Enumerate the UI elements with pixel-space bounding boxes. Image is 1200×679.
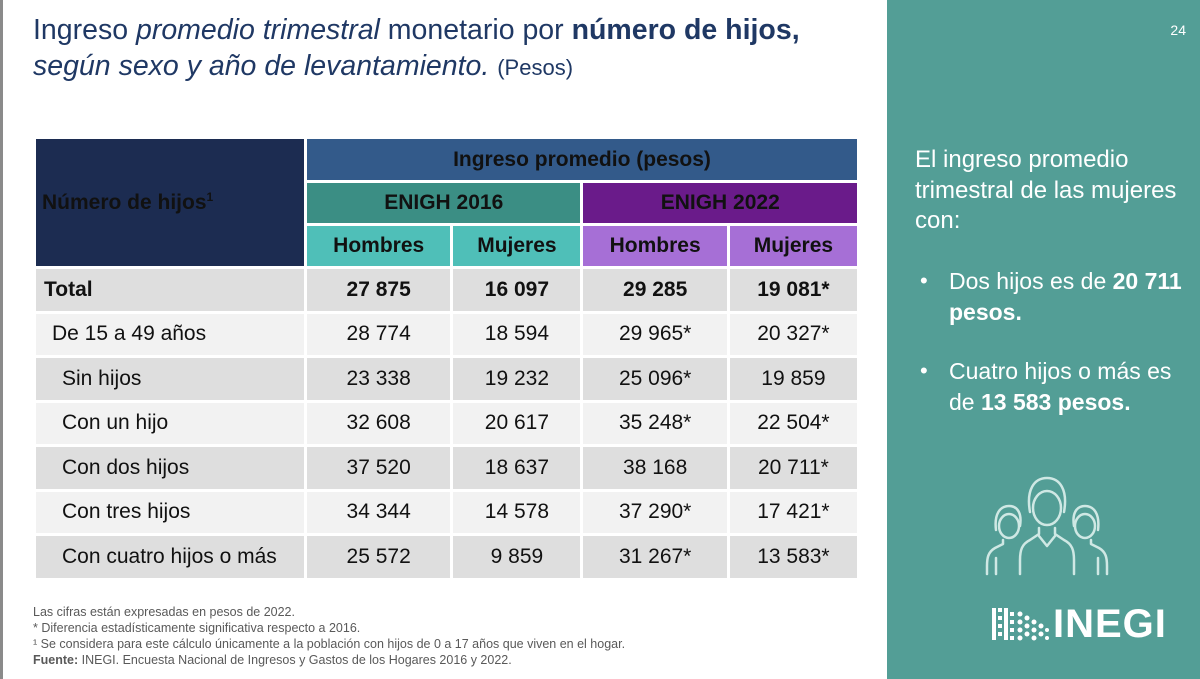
table-row: Con cuatro hijos o más 25 572 9 859 31 2… [36, 536, 857, 578]
row-label: Total [36, 269, 304, 311]
note-pesos: Las cifras están expresadas en pesos de … [33, 605, 295, 619]
row-label: Sin hijos [36, 358, 304, 400]
bullet-item: • Cuatro hijos o más es de 13 583 pesos. [917, 356, 1192, 417]
table-row: De 15 a 49 años 28 774 18 594 29 965* 20… [36, 313, 857, 355]
side-panel: 24 El ingreso promedio trimestral de las… [887, 0, 1200, 679]
cell-h2022: 29 285 [583, 269, 727, 311]
bullet-text: Dos hijos es de [949, 268, 1113, 294]
corner-header: Número de hijos1 [36, 139, 304, 266]
cell-h2022: 35 248* [583, 402, 727, 444]
cell-m2016: 9 859 [453, 536, 581, 578]
title-italic1: promedio trimestral [135, 14, 380, 46]
title-units: (Pesos) [497, 55, 574, 80]
cell-h2016: 23 338 [307, 358, 451, 400]
table-row: Con tres hijos 34 344 14 578 37 290* 17 … [36, 491, 857, 533]
cell-m2022: 17 421* [729, 491, 857, 533]
cell-m2022: 22 504* [729, 402, 857, 444]
row-label: Con un hijo [36, 402, 304, 444]
inegi-logo-text: INEGI [1053, 602, 1167, 646]
cell-h2022: 37 290* [583, 491, 727, 533]
title-italic2: según sexo y año de levantamiento. [33, 50, 490, 82]
cell-h2016: 27 875 [307, 269, 451, 311]
cell-h2022: 31 267* [583, 536, 727, 578]
table-row-total: Total 27 875 16 097 29 285 19 081* [36, 269, 857, 311]
income-table: Número de hijos1 Ingreso promedio (pesos… [33, 136, 860, 581]
cell-h2022: 38 168 [583, 447, 727, 489]
cell-m2022: 19 081* [729, 269, 857, 311]
page-number: 24 [1170, 22, 1186, 38]
slide-title: Ingreso promedio trimestral monetario po… [33, 12, 863, 86]
cell-m2022: 13 583* [729, 536, 857, 578]
row-label: Con dos hijos [36, 447, 304, 489]
cell-h2016: 28 774 [307, 313, 451, 355]
group-header-2016: ENIGH 2016 [307, 183, 581, 223]
cell-h2022: 29 965* [583, 313, 727, 355]
note-children: ¹ Se considera para este cálculo únicame… [33, 637, 626, 651]
bullet-dot-icon: • [920, 268, 928, 293]
cell-h2016: 37 520 [307, 447, 451, 489]
title-part2: monetario por [379, 14, 572, 46]
cell-h2016: 25 572 [307, 536, 451, 578]
row-label: Con tres hijos [36, 491, 304, 533]
note-significance: * Diferencia estadísticamente significat… [33, 621, 361, 635]
super-header: Ingreso promedio (pesos) [307, 139, 857, 180]
cell-m2022: 20 711* [729, 447, 857, 489]
cell-h2016: 32 608 [307, 402, 451, 444]
col-mujeres-2022: Mujeres [729, 226, 857, 266]
title-bold1: número de hijos, [571, 14, 800, 46]
cell-m2022: 20 327* [729, 313, 857, 355]
cell-m2016: 18 594 [453, 313, 581, 355]
panel-intro: El ingreso promedio trimestral de las mu… [915, 146, 1177, 234]
footnotes: Las cifras están expresadas en pesos de … [33, 604, 625, 668]
bullet-bold: 13 583 pesos. [980, 388, 1131, 415]
cell-m2016: 16 097 [453, 269, 581, 311]
bullet-text: Cuatro hijos o más es de [949, 358, 1172, 415]
note-source: Fuente: INEGI. Encuesta Nacional de Ingr… [33, 652, 625, 668]
corner-label: Número de hijos [42, 191, 207, 214]
row-label: Con cuatro hijos o más [36, 536, 304, 578]
left-edge-line [0, 0, 3, 679]
cell-m2022: 19 859 [729, 358, 857, 400]
title-part1: Ingreso [33, 14, 136, 46]
bullet-dot-icon: • [920, 358, 928, 383]
bullet-bold: 20 711 pesos. [949, 268, 1182, 325]
panel-bullets: • Dos hijos es de 20 711 pesos. • Cuatro h… [917, 266, 1192, 446]
col-hombres-2022: Hombres [583, 226, 727, 266]
cell-m2016: 19 232 [453, 358, 581, 400]
source-text: INEGI. Encuesta Nacional de Ingresos y G… [78, 653, 512, 667]
cell-m2016: 14 578 [453, 491, 581, 533]
source-label: Fuente: [33, 653, 79, 667]
corner-sup: 1 [206, 190, 214, 204]
cell-h2016: 34 344 [307, 491, 451, 533]
women-group-icon [985, 476, 1109, 576]
table-row: Con un hijo 32 608 20 617 35 248* 22 504… [36, 402, 857, 444]
inegi-logo-mark-icon [992, 608, 1049, 641]
col-mujeres-2016: Mujeres [453, 226, 581, 266]
cell-m2016: 18 637 [453, 447, 581, 489]
cell-h2022: 25 096* [583, 358, 727, 400]
row-label: De 15 a 49 años [36, 313, 304, 355]
col-hombres-2016: Hombres [307, 226, 451, 266]
table-row: Sin hijos 23 338 19 232 25 096* 19 859 [36, 358, 857, 400]
bullet-item: • Dos hijos es de 20 711 pesos. [917, 266, 1192, 327]
cell-m2016: 20 617 [453, 402, 581, 444]
group-header-2022: ENIGH 2022 [583, 183, 857, 223]
table-row: Con dos hijos 37 520 18 637 38 168 20 71… [36, 447, 857, 489]
inegi-logo: INEGI [990, 604, 1190, 644]
